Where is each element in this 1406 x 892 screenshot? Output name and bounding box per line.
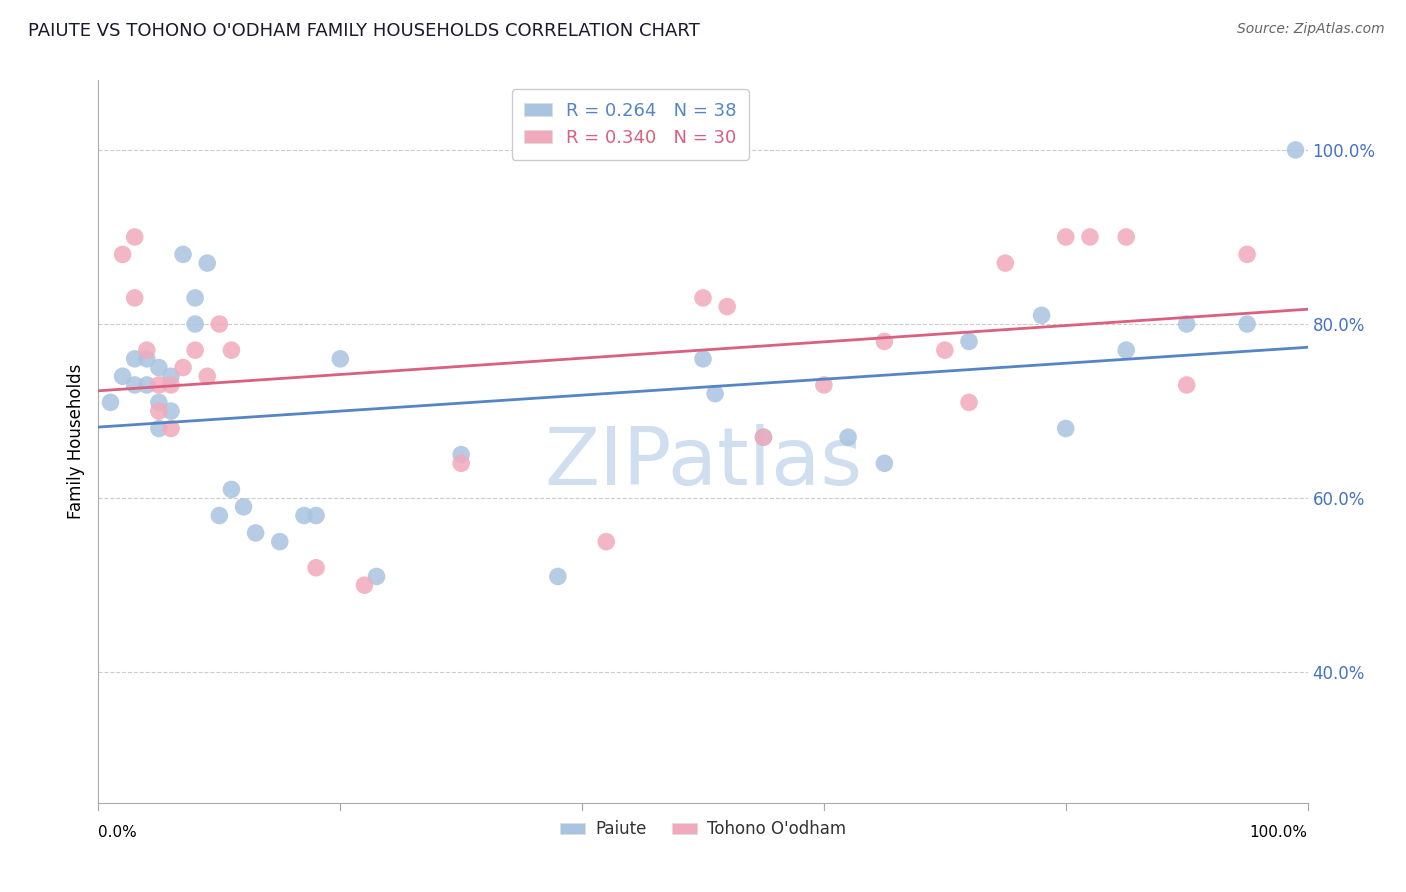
Point bbox=[716, 300, 738, 314]
Text: PAIUTE VS TOHONO O'ODHAM FAMILY HOUSEHOLDS CORRELATION CHART: PAIUTE VS TOHONO O'ODHAM FAMILY HOUSEHOL… bbox=[28, 22, 700, 40]
Point bbox=[704, 386, 727, 401]
Point bbox=[957, 395, 980, 409]
Point bbox=[957, 334, 980, 349]
Point bbox=[305, 561, 328, 575]
Point bbox=[148, 395, 170, 409]
Text: 0.0%: 0.0% bbox=[98, 824, 138, 839]
Point bbox=[837, 430, 859, 444]
Point bbox=[1236, 247, 1258, 261]
Point bbox=[160, 369, 183, 384]
Point bbox=[692, 351, 714, 366]
Point bbox=[269, 534, 291, 549]
Point bbox=[184, 291, 207, 305]
Legend: Paiute, Tohono O'odham: Paiute, Tohono O'odham bbox=[554, 814, 852, 845]
Point bbox=[595, 534, 617, 549]
Point bbox=[329, 351, 352, 366]
Point bbox=[873, 456, 896, 470]
Point bbox=[124, 230, 146, 244]
Text: Source: ZipAtlas.com: Source: ZipAtlas.com bbox=[1237, 22, 1385, 37]
Point bbox=[873, 334, 896, 349]
Point bbox=[1284, 143, 1306, 157]
Point bbox=[1115, 230, 1137, 244]
Point bbox=[353, 578, 375, 592]
Point bbox=[1115, 343, 1137, 358]
Point bbox=[184, 317, 207, 331]
Point bbox=[100, 395, 122, 409]
Point bbox=[148, 378, 170, 392]
Y-axis label: Family Households: Family Households bbox=[67, 364, 86, 519]
Point bbox=[135, 378, 157, 392]
Point bbox=[208, 508, 231, 523]
Point bbox=[124, 291, 146, 305]
Point bbox=[195, 256, 218, 270]
Point bbox=[1054, 421, 1077, 435]
Point bbox=[221, 483, 243, 497]
Point bbox=[292, 508, 315, 523]
Point bbox=[160, 421, 183, 435]
Text: 100.0%: 100.0% bbox=[1250, 824, 1308, 839]
Text: ZIPatlas: ZIPatlas bbox=[544, 425, 862, 502]
Point bbox=[160, 404, 183, 418]
Point bbox=[934, 343, 956, 358]
Point bbox=[148, 404, 170, 418]
Point bbox=[1175, 378, 1198, 392]
Point bbox=[124, 351, 146, 366]
Point bbox=[148, 421, 170, 435]
Point bbox=[111, 247, 134, 261]
Point bbox=[245, 525, 267, 540]
Point bbox=[1236, 317, 1258, 331]
Point bbox=[450, 448, 472, 462]
Point bbox=[752, 430, 775, 444]
Point bbox=[184, 343, 207, 358]
Point bbox=[208, 317, 231, 331]
Point bbox=[135, 351, 157, 366]
Point bbox=[148, 360, 170, 375]
Point bbox=[450, 456, 472, 470]
Point bbox=[124, 378, 146, 392]
Point bbox=[195, 369, 218, 384]
Point bbox=[1078, 230, 1101, 244]
Point bbox=[221, 343, 243, 358]
Point bbox=[692, 291, 714, 305]
Point bbox=[232, 500, 254, 514]
Point bbox=[994, 256, 1017, 270]
Point bbox=[135, 343, 157, 358]
Point bbox=[752, 430, 775, 444]
Point bbox=[547, 569, 569, 583]
Point bbox=[111, 369, 134, 384]
Point bbox=[1175, 317, 1198, 331]
Point bbox=[172, 360, 194, 375]
Point bbox=[1031, 308, 1053, 322]
Point bbox=[160, 378, 183, 392]
Point bbox=[366, 569, 388, 583]
Point bbox=[172, 247, 194, 261]
Point bbox=[813, 378, 835, 392]
Point bbox=[1054, 230, 1077, 244]
Point bbox=[305, 508, 328, 523]
